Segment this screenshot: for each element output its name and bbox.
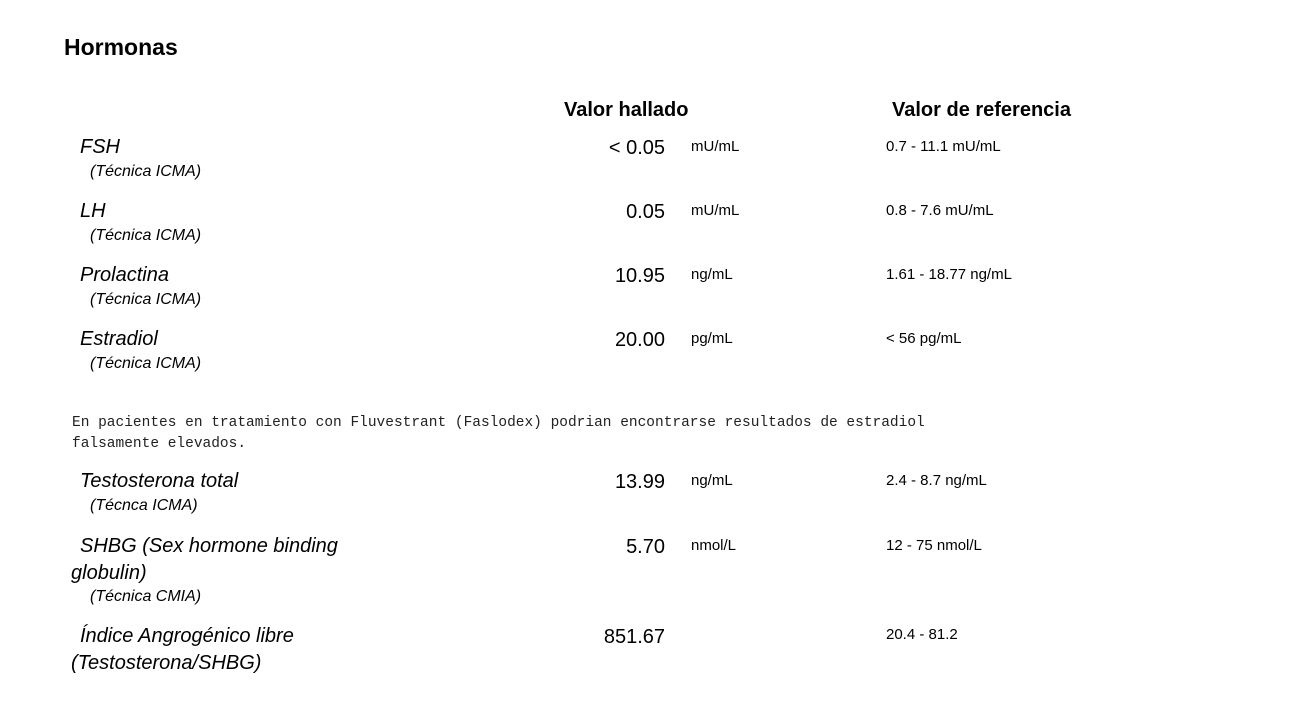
row-name-indice-line2: (Testosterona/SHBG) — [71, 652, 262, 674]
row-value: 13.99 — [614, 471, 665, 493]
row-technique: (Técnca ICMA) — [90, 497, 198, 514]
row-name-estradiol: Estradiol — [80, 328, 158, 350]
row-unit: pg/mL — [691, 330, 733, 347]
row-name-indice-androgenico: Índice Angrogénico libre — [80, 625, 294, 647]
row-value: 10.95 — [614, 265, 665, 287]
row-name-fsh: FSH — [80, 136, 120, 158]
row-unit: nmol/L — [691, 537, 737, 554]
row-name-testosterona: Testosterona total — [80, 470, 239, 492]
row-technique: (Técnica ICMA) — [90, 163, 202, 180]
row-value: 0.05 — [626, 201, 665, 223]
row-reference: 2.4 - 8.7 ng/mL — [886, 472, 987, 489]
row-value: 20.00 — [614, 329, 665, 351]
row-reference: 0.8 - 7.6 mU/mL — [886, 202, 994, 219]
row-unit: mU/mL — [691, 202, 740, 219]
header-value: Valor hallado — [564, 99, 689, 121]
row-reference: < 56 pg/mL — [886, 330, 962, 347]
row-unit: ng/mL — [691, 266, 733, 283]
row-name-lh: LH — [80, 200, 106, 222]
row-value: < 0.05 — [608, 137, 665, 159]
row-value: 5.70 — [626, 536, 665, 558]
row-technique: (Técnica ICMA) — [90, 227, 202, 244]
row-reference: 0.7 - 11.1 mU/mL — [886, 138, 1001, 155]
note-line-1: En pacientes en tratamiento con Fluvestr… — [72, 415, 925, 431]
row-reference: 12 - 75 nmol/L — [886, 537, 982, 554]
row-unit: mU/mL — [691, 138, 740, 155]
row-name-shbg: SHBG (Sex hormone binding — [80, 535, 338, 557]
row-technique: (Técnica ICMA) — [90, 291, 202, 308]
row-value: 851.67 — [603, 626, 665, 648]
row-technique: (Técnica ICMA) — [90, 355, 202, 372]
row-unit: ng/mL — [691, 472, 733, 489]
row-reference: 20.4 - 81.2 — [886, 626, 958, 643]
row-technique: (Técnica CMIA) — [90, 588, 202, 605]
row-name-shbg-line2: globulin) — [71, 562, 147, 584]
section-title: Hormonas — [64, 34, 178, 60]
row-name-prolactina: Prolactina — [80, 264, 169, 286]
note-line-2: falsamente elevados. — [72, 436, 247, 452]
header-reference: Valor de referencia — [892, 99, 1071, 121]
row-reference: 1.61 - 18.77 ng/mL — [886, 266, 1012, 283]
